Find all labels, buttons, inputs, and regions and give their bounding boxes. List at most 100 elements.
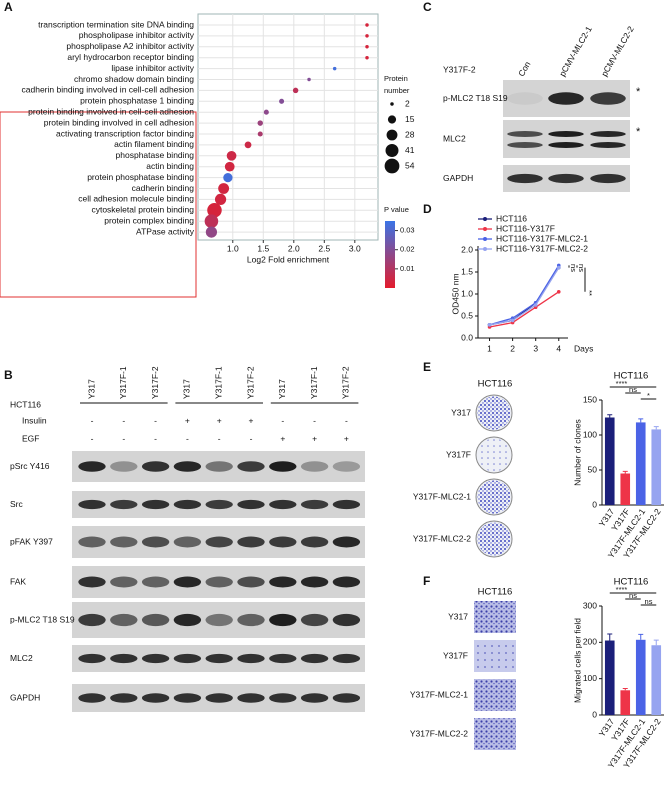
highlight-box <box>0 111 197 298</box>
y-axis-label: Migrated cells per field <box>572 618 582 703</box>
band <box>141 693 170 703</box>
y-tick-label: 50 <box>588 464 598 474</box>
dot <box>263 109 269 115</box>
band <box>269 576 297 588</box>
series-line <box>489 291 560 328</box>
category-label: protein phosphatase binding <box>87 172 194 182</box>
band <box>173 653 202 664</box>
treatment-sign: + <box>280 433 285 443</box>
category-label: transcription termination site DNA bindi… <box>38 19 194 29</box>
category-label: actin filament binding <box>114 139 194 149</box>
band <box>78 653 106 664</box>
legend-dot <box>385 144 399 157</box>
error-bar <box>607 414 613 418</box>
x-tick-label: 3 <box>533 343 538 353</box>
band <box>332 576 361 588</box>
y-tick-label: 2.0 <box>461 244 473 254</box>
treatment-sign: - <box>313 415 316 425</box>
legend-label: HCT116-Y317F-MLC2-2 <box>496 243 588 253</box>
band <box>590 131 626 137</box>
panel-label: D <box>423 202 432 216</box>
band <box>205 499 233 510</box>
asterisk: * <box>636 126 641 138</box>
category-label: activating transcription factor binding <box>56 128 194 138</box>
legend-label: 0.03 <box>400 226 415 235</box>
band <box>300 613 329 627</box>
image-label: Y317 <box>451 407 471 417</box>
lane-label: Y317F-2 <box>341 366 351 399</box>
band <box>332 461 361 472</box>
point <box>533 303 538 307</box>
legend-dot <box>387 115 397 124</box>
annotation: ns <box>577 264 586 272</box>
treatment-sign: - <box>154 433 157 443</box>
panel-label: C <box>423 0 432 14</box>
band <box>590 142 626 148</box>
blot-label: Src <box>10 499 24 509</box>
colony-plate <box>477 396 511 430</box>
legend-dot <box>384 158 400 174</box>
dot <box>365 45 369 49</box>
treatment-sign: - <box>122 415 125 425</box>
treatment-sign: - <box>345 415 348 425</box>
lane-label: Y317F-2 <box>150 366 160 399</box>
lane-label: Y317F-2 <box>245 366 255 399</box>
band <box>110 576 138 588</box>
category-label: protein binding involved in cell adhesio… <box>44 117 195 127</box>
treatment-sign: + <box>185 415 190 425</box>
category-label: chromo shadow domain binding <box>74 74 194 84</box>
colony-plate <box>477 438 511 472</box>
lane-label: Y317 <box>182 379 192 399</box>
band <box>237 576 265 588</box>
color-bar <box>385 221 395 288</box>
category-label: cadherin binding <box>132 183 195 193</box>
bar <box>620 473 631 505</box>
x-tick-label: 2.5 <box>318 243 330 253</box>
band <box>110 461 138 472</box>
band <box>590 173 626 184</box>
band <box>300 461 329 472</box>
y-tick-label: 100 <box>583 429 597 439</box>
bar <box>604 417 615 505</box>
legend-label: 15 <box>405 114 415 124</box>
panel-label: A <box>4 0 13 14</box>
migration-image <box>474 718 516 750</box>
error-bar <box>607 633 613 641</box>
band <box>205 693 233 703</box>
band <box>110 536 138 548</box>
lane-label: pCMV-MLC2-1 <box>557 24 594 78</box>
band <box>173 576 202 588</box>
legend-marker <box>483 237 487 241</box>
legend-label: 2 <box>405 98 410 108</box>
treatment-sign: + <box>217 415 222 425</box>
series-line <box>489 265 560 326</box>
migration-image <box>474 640 516 672</box>
category-label: phosphatase binding <box>116 150 195 160</box>
dot <box>226 150 237 161</box>
migration-image <box>474 601 516 633</box>
band <box>141 576 170 588</box>
treatment-label: Insulin <box>22 415 47 425</box>
lane-label: Y317 <box>277 379 287 399</box>
x-axis-label: Log2 Fold enrichment <box>247 254 330 264</box>
lane-label: Y317F-1 <box>213 366 223 399</box>
band <box>173 536 202 548</box>
band <box>237 461 265 472</box>
band <box>110 653 138 664</box>
band <box>300 499 329 510</box>
blot-label: FAK <box>10 576 26 586</box>
chart-title: HCT116 <box>614 371 649 382</box>
y-tick-label: 100 <box>583 673 597 683</box>
band <box>507 173 543 184</box>
image-title: HCT116 <box>478 379 513 390</box>
blot-label: GAPDH <box>10 692 40 702</box>
significance: ns <box>629 385 637 394</box>
panel-label: E <box>423 360 431 374</box>
x-tick-label: 1 <box>487 343 492 353</box>
x-tick-label: 2.0 <box>288 243 300 253</box>
band <box>300 653 329 664</box>
error-bar <box>622 470 628 474</box>
legend-title: number <box>384 86 410 95</box>
error-bar <box>638 418 644 423</box>
